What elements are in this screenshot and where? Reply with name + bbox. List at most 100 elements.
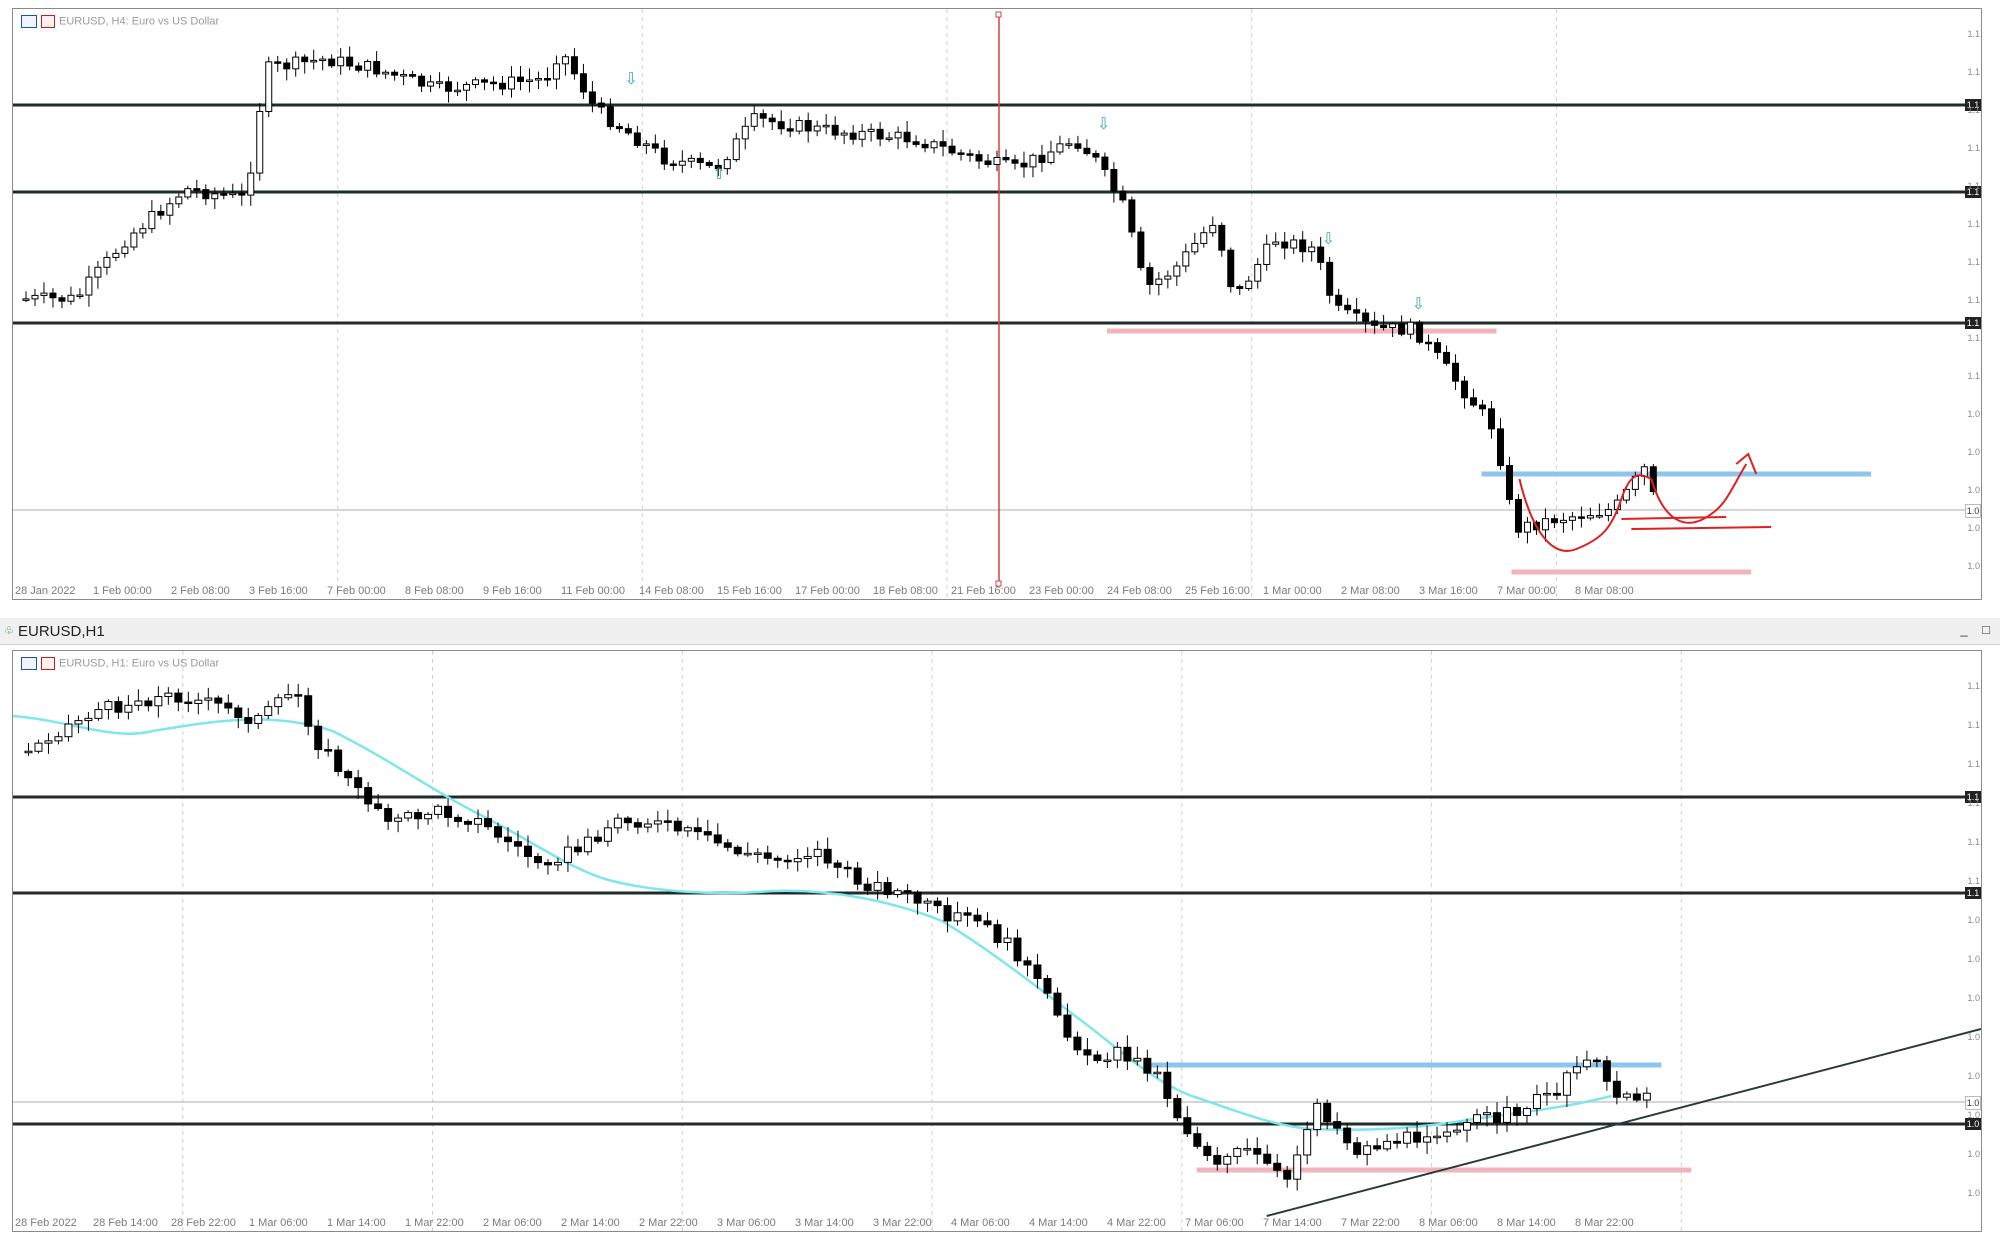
h4-candle — [921, 143, 929, 149]
h1-candle — [254, 714, 263, 724]
x-tick-label: 7 Mar 14:00 — [1263, 1217, 1322, 1229]
y-tick-label: 1.1 — [1967, 720, 1980, 730]
h1-candle — [54, 736, 63, 742]
h4-candle — [966, 153, 974, 156]
h1-candle — [1183, 1117, 1192, 1135]
y-tick-label: 1.1 — [1967, 143, 1980, 153]
h1-candle — [1532, 1094, 1541, 1110]
h1-candle — [134, 700, 143, 706]
h4-candle — [1434, 342, 1442, 353]
h1-candle — [733, 846, 742, 855]
h1-candle — [993, 924, 1002, 944]
h1-candle — [703, 831, 712, 836]
h4-candle — [1389, 323, 1397, 329]
h4-candle — [1146, 267, 1154, 285]
h4-candle — [957, 152, 965, 155]
x-tick-label: 28 Feb 2022 — [15, 1217, 77, 1229]
h4-chart-pane[interactable]: ⇩ ⇧ ⇩ ⇩ ⇩ EURUSD, H4: Euro vs US Dollar 28 J… — [0, 0, 2000, 619]
arrow-down-icon: ⇩ — [1097, 114, 1110, 133]
x-tick-label: 8 Feb 08:00 — [405, 585, 464, 597]
h1-chart-area[interactable]: EURUSD, H1: Euro vs US Dollar 28 Feb 202… — [12, 650, 1982, 1232]
h4-candle — [292, 56, 300, 70]
h4-candle — [624, 128, 632, 134]
x-tick-label: 14 Feb 08:00 — [639, 585, 704, 597]
y-tick-label: 1.1 — [1967, 29, 1980, 39]
x-tick-label: 7 Feb 00:00 — [327, 585, 386, 597]
h1-candle — [713, 834, 722, 844]
h1-candle — [44, 740, 53, 744]
chart-icon — [21, 657, 37, 670]
h4-candle — [1550, 518, 1558, 524]
h4-candle — [579, 73, 587, 93]
h4-candle — [993, 157, 1001, 166]
h4-candle — [1335, 294, 1343, 306]
h1-candle — [773, 857, 782, 861]
h4-candle — [238, 192, 246, 196]
x-tick-label: 23 Feb 00:00 — [1029, 585, 1094, 597]
x-tick-label: 1 Feb 00:00 — [93, 585, 152, 597]
h4-candle — [1505, 465, 1513, 500]
h1-price-chart[interactable] — [13, 651, 1981, 1231]
h4-chart-area[interactable]: ⇩ ⇧ ⇩ ⇩ ⇩ EURUSD, H4: Euro vs US Dollar 28 J… — [12, 8, 1982, 600]
h1-candle — [464, 820, 473, 825]
h4-candle — [1380, 324, 1388, 329]
x-tick-label: 17 Feb 00:00 — [795, 585, 860, 597]
h4-candle — [813, 125, 821, 132]
x-tick-label: 4 Mar 06:00 — [951, 1217, 1010, 1229]
h4-candle — [274, 61, 282, 64]
h4-candle — [714, 164, 722, 170]
h4-candle — [1595, 515, 1603, 518]
h1-candle — [1413, 1131, 1422, 1143]
h1-candle — [1083, 1049, 1092, 1056]
h1-candle — [174, 692, 183, 703]
h4-candle — [427, 81, 435, 87]
h1-candle — [1363, 1145, 1372, 1155]
h1-candle — [973, 914, 982, 922]
h1-candle — [114, 701, 123, 713]
y-tick-label: 1.0 — [1967, 447, 1980, 457]
h1-candle — [983, 920, 992, 926]
h4-candle — [525, 79, 533, 83]
h4-symbol-label: EURUSD, H4: Euro vs US Dollar — [21, 15, 219, 28]
h1-window-titlebar[interactable]: ♧ EURUSD,H1 _ □ — [0, 618, 2000, 645]
bars-icon — [41, 15, 55, 28]
h1-candle — [194, 699, 203, 704]
h1-candle — [853, 867, 862, 885]
h1-candle — [504, 836, 512, 843]
h4-candle — [885, 137, 893, 140]
h1-candle — [84, 717, 93, 722]
h4-candle — [975, 154, 983, 162]
h4-candle — [1272, 241, 1280, 245]
x-tick-label: 1 Mar 14:00 — [327, 1217, 386, 1229]
h1-candle — [813, 848, 822, 857]
h1-candle — [224, 702, 233, 709]
x-tick-label: 28 Feb 22:00 — [171, 1217, 236, 1229]
h4-candle — [1209, 224, 1217, 234]
h4-candle — [1577, 516, 1585, 519]
h1-candle — [1572, 1066, 1581, 1074]
minimize-button[interactable]: _ — [1960, 622, 1968, 637]
h4-candle — [939, 141, 947, 147]
h1-candle — [1592, 1059, 1601, 1063]
h4-candle — [1541, 518, 1549, 531]
h4-candle — [148, 210, 156, 230]
h4-candle — [31, 294, 39, 300]
h4-symbol-text: EURUSD, H4: Euro vs US Dollar — [59, 15, 220, 28]
h1-window-title: EURUSD,H1 — [18, 623, 105, 640]
h4-candle — [840, 132, 848, 136]
h4-candle — [1227, 249, 1235, 288]
x-tick-label: 24 Feb 08:00 — [1107, 585, 1172, 597]
h4-candle — [382, 71, 390, 75]
h4-candle — [534, 78, 542, 81]
h1-price-axis[interactable]: 1.1 1.1 1.0 1.0 1.1 1.1 1.1 1.1 1.1 1.1 1.0 1.0 1.0 1… — [1963, 651, 1981, 1231]
h1-candle — [274, 697, 283, 708]
maximize-button[interactable]: □ — [1982, 622, 1990, 637]
h4-price-chart[interactable]: ⇩ ⇧ ⇩ ⇩ ⇩ — [13, 9, 1981, 599]
h1-candle — [1483, 1112, 1491, 1116]
h4-price-axis[interactable]: 1.1 1.1 1.1 1.0 1.1 1.1 1.1 1.1 1.1 1.1 1.1 1.1 1.1 1… — [1963, 9, 1981, 599]
h1-candle — [354, 777, 363, 789]
x-tick-label: 4 Mar 22:00 — [1107, 1217, 1166, 1229]
h4-candle — [741, 125, 749, 140]
h1-candle — [673, 820, 682, 832]
h1-chart-pane[interactable]: ♧ EURUSD,H1 _ □ EURUSD, H1: Euro vs US D… — [0, 618, 2000, 1236]
